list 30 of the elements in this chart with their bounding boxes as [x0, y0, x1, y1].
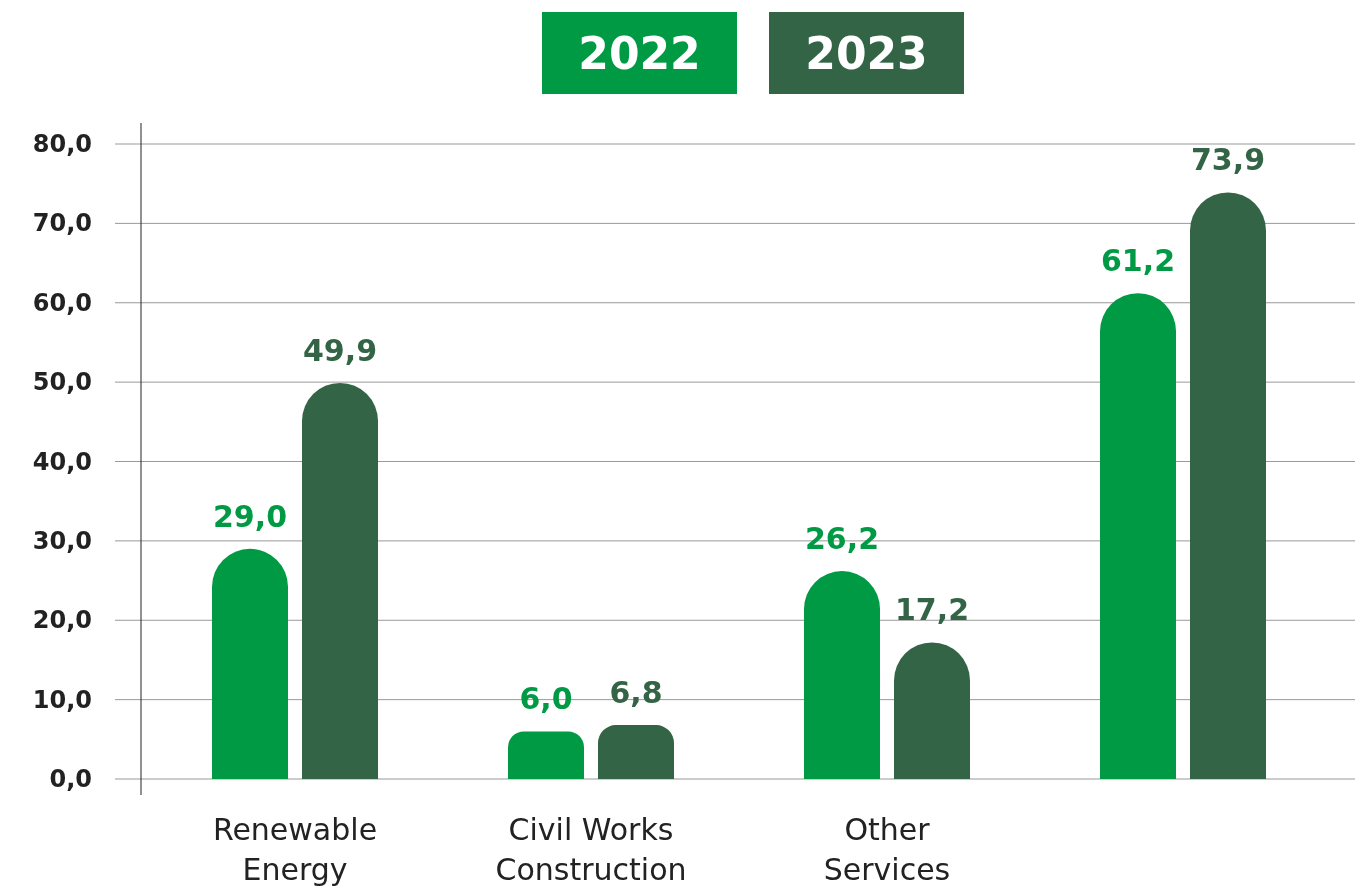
bar: [302, 382, 378, 779]
bar: [1100, 293, 1176, 779]
data-label: 49,9: [302, 332, 378, 368]
data-label: 26,2: [804, 521, 880, 557]
y-tick-label: 60,0: [32, 288, 92, 317]
bar: [1190, 192, 1266, 779]
data-label: 6,0: [519, 681, 573, 717]
y-tick-label: 30,0: [32, 526, 92, 555]
bar: [894, 642, 970, 779]
data-label: 6,8: [609, 675, 663, 711]
bar: [212, 548, 288, 779]
bar: [804, 571, 880, 779]
x-tick-label: Civil Works Construction: [495, 812, 687, 887]
x-tick-label: Other Services: [823, 812, 951, 887]
x-tick-label: Renewable Energy: [212, 812, 378, 887]
data-label: 73,9: [1190, 142, 1266, 178]
y-tick-label: 50,0: [32, 368, 92, 397]
data-label: 17,2: [894, 592, 970, 628]
data-label: 29,0: [212, 498, 288, 534]
y-tick-label: 40,0: [32, 447, 92, 476]
data-label: 61,2: [1100, 243, 1176, 279]
bar: [598, 725, 674, 779]
text: 2023: [805, 27, 928, 79]
y-tick-label: 10,0: [32, 685, 92, 714]
text: 2022: [578, 27, 701, 79]
bar: [508, 731, 584, 779]
y-tick-label: 70,0: [32, 209, 92, 238]
y-tick-label: 0,0: [49, 765, 92, 793]
y-tick-label: 20,0: [32, 606, 92, 635]
y-tick-label: 80,0: [32, 130, 92, 158]
